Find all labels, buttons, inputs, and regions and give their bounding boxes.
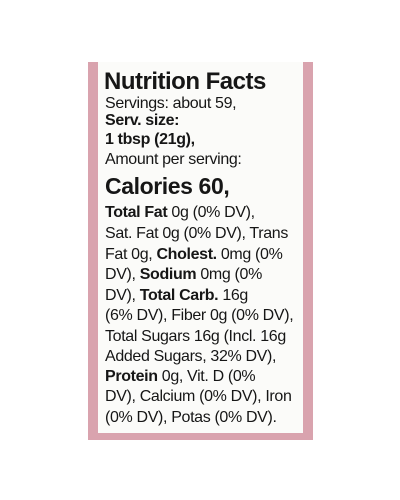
text: 1 tbsp (21g), [105, 131, 195, 148]
text: DV), Calcium (0% DV), Iron [105, 388, 292, 405]
text: Total Sugars 16g (Incl. 16g [105, 328, 286, 345]
line: Sat. Fat 0g (0% DV), Trans [105, 224, 288, 244]
text: Amount per serving: [105, 151, 242, 168]
text: 16g [218, 287, 248, 304]
line: 1 tbsp (21g), [105, 130, 195, 150]
line: (0% DV), Potas (0% DV). [105, 408, 277, 428]
text: Serv. size: [105, 112, 180, 129]
line: Fat 0g, Cholest. 0mg (0% [105, 245, 283, 265]
label-panel [98, 62, 303, 433]
line: DV), Total Carb. 16g [105, 286, 248, 306]
nutrient: Total Carb. [139, 287, 219, 304]
line: Protein 0g, Vit. D (0% [105, 367, 256, 387]
nutrient: Protein [105, 368, 158, 385]
text: Servings: about 59, [105, 95, 237, 112]
line: Amount per serving: [105, 150, 242, 170]
text: (0% DV), Potas (0% DV). [105, 409, 277, 426]
nutrient: Cholest. [156, 246, 217, 263]
line: Total Fat 0g (0% DV), [105, 203, 255, 223]
text: (6% DV), Fiber 0g (0% DV), [105, 307, 294, 324]
nutrient: Sodium [139, 266, 197, 283]
text: Fat 0g, [105, 246, 157, 263]
text: Sat. Fat 0g (0% DV), Trans [105, 225, 288, 242]
line: Servings: about 59, [105, 94, 237, 114]
text: 0g (0% DV), [167, 204, 255, 221]
text: 0g, Vit. D (0% [157, 368, 256, 385]
line: DV), Calcium (0% DV), Iron [105, 387, 292, 407]
title: Nutrition Facts [104, 68, 266, 95]
line: Calories 60, [105, 173, 230, 199]
line: (6% DV), Fiber 0g (0% DV), [105, 306, 294, 326]
text: DV), [105, 266, 140, 283]
line: Serv. size: [105, 111, 179, 131]
line: DV), Sodium 0mg (0% [105, 265, 262, 285]
text: Added Sugars, 32% DV), [105, 348, 277, 365]
calories: Calories 60, [105, 173, 230, 199]
text: DV), [105, 287, 140, 304]
line: Added Sugars, 32% DV), [105, 347, 276, 367]
nutrient: Total Fat [105, 204, 168, 221]
line: Total Sugars 16g (Incl. 16g [105, 327, 286, 347]
text: 0mg (0% [196, 266, 262, 283]
text: 0mg (0% [216, 246, 283, 263]
